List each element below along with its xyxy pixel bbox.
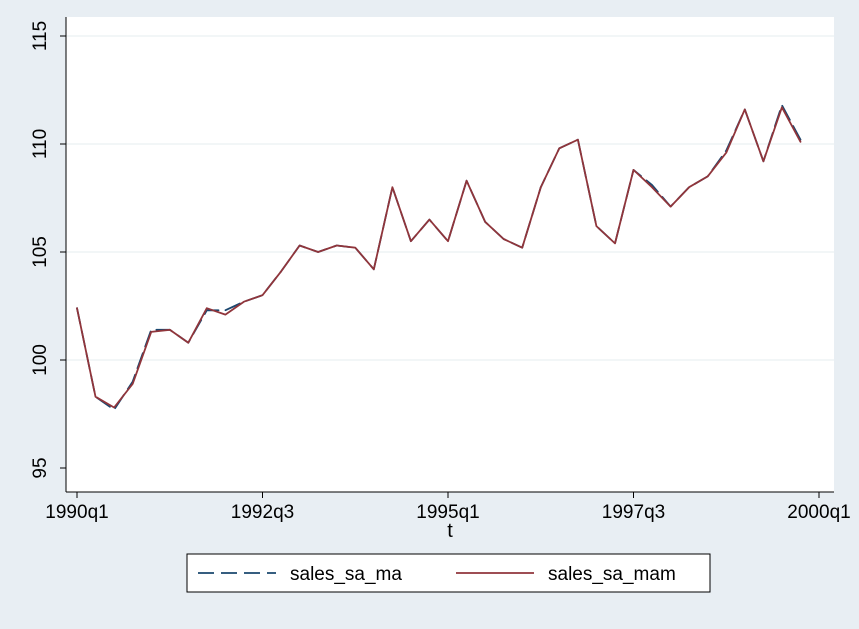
axis-layer: 95 100 105 110 115 1990q1 1992q3 1995q1 1997q3 20…	[30, 17, 851, 523]
y-tick-label: 110	[30, 129, 51, 159]
series-layer	[76, 104, 802, 411]
x-tick-label: 1995q1	[416, 502, 479, 523]
series-line-sales_sa_mam	[76, 106, 802, 409]
legend-label: sales_sa_ma	[290, 564, 402, 585]
y-tick-label: 100	[30, 344, 51, 376]
x-tick-label: 1990q1	[45, 502, 108, 523]
legend: sales_sa_ma sales_sa_mam	[186, 553, 711, 593]
x-axis-title: t	[447, 520, 453, 542]
plot-area	[66, 17, 834, 492]
x-tick-label: 1997q3	[602, 502, 665, 523]
y-tick-label: 105	[30, 236, 51, 268]
x-tick-label: 2000q1	[787, 502, 850, 523]
y-tick-label: 95	[30, 457, 51, 478]
grid-layer	[66, 35, 834, 361]
legend-box	[186, 553, 711, 593]
y-tick-label: 115	[30, 21, 51, 51]
x-tick-label: 1992q3	[231, 502, 294, 523]
legend-label: sales_sa_mam	[548, 564, 676, 585]
